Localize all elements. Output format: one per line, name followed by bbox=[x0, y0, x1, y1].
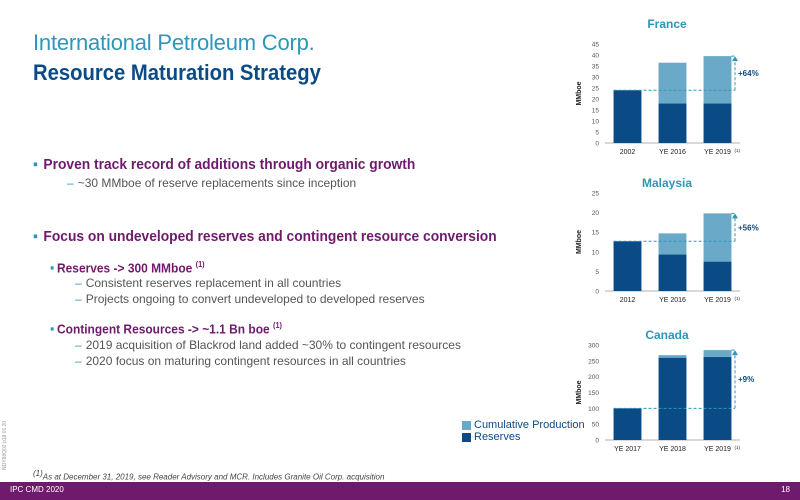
y-tick-label: 35 bbox=[592, 64, 600, 71]
bar-reserves bbox=[703, 357, 732, 440]
legend-swatch-cumulative bbox=[462, 420, 471, 430]
y-tick-label: 50 bbox=[592, 422, 600, 429]
bar-reserves bbox=[703, 261, 732, 291]
y-tick-label: 200 bbox=[588, 374, 599, 381]
y-tick-label: 5 bbox=[595, 269, 599, 276]
x-tick-label: YE 2016 bbox=[659, 297, 686, 304]
x-tick-label: 2002 bbox=[620, 149, 636, 156]
x-tick-label: YE 2018 bbox=[659, 446, 686, 453]
dash-marker: – bbox=[75, 338, 82, 352]
y-tick-label: 10 bbox=[592, 119, 600, 126]
bar-reserves bbox=[658, 357, 687, 440]
y-tick-label: 20 bbox=[592, 97, 600, 104]
legend-cumulative: Cumulative Production bbox=[462, 419, 585, 431]
bar-reserves bbox=[613, 408, 642, 440]
bullet-marker: ▪ bbox=[33, 228, 38, 245]
dash-marker: – bbox=[75, 292, 82, 306]
bar-reserves bbox=[703, 103, 732, 143]
sub-bullet-reserve-replacements: – ~30 MMboe of reserve replacements since… bbox=[67, 176, 357, 190]
sub-bullet-consistent-replacement: – Consistent reserves replacement in all … bbox=[75, 276, 342, 290]
y-tick-label: 0 bbox=[595, 141, 599, 148]
legend-reserves: Reserves bbox=[462, 431, 520, 443]
chart-title-france: France bbox=[647, 17, 687, 31]
bar-cumulative-production bbox=[703, 350, 732, 358]
y-tick-label: 0 bbox=[595, 289, 599, 296]
bar-cumulative-production bbox=[658, 62, 687, 104]
y-axis-label: MMboe bbox=[576, 81, 583, 105]
y-tick-label: 45 bbox=[592, 42, 600, 49]
x-tick-label: YE 2019 bbox=[704, 149, 731, 156]
charts-canvas: 0 5 10 15 20 25 30 35 40 45 MMboe 2002 YE 2016 YE 201… bbox=[576, 42, 759, 454]
growth-arrow-head bbox=[732, 213, 738, 219]
sub-bullet-blackrod: –2019 acquisition of Blackrod land added… bbox=[75, 338, 461, 352]
bar-reserves bbox=[658, 254, 687, 291]
growth-annotation: +64% bbox=[738, 69, 759, 78]
x-tick-sup: (1) bbox=[735, 296, 741, 301]
bullet-undeveloped-focus: ▪ Focus on undeveloped reserves and conti… bbox=[33, 228, 497, 245]
y-tick-label: 150 bbox=[588, 390, 599, 397]
bullet-marker: ▪ bbox=[50, 260, 55, 276]
side-reference: NDY88Q02 p18 01.20 bbox=[2, 420, 8, 470]
footer-bar bbox=[0, 482, 800, 500]
sub-bullet-projects-ongoing: – Projects ongoing to convert undeveloped… bbox=[75, 292, 425, 306]
bar-cumulative-production bbox=[658, 233, 687, 255]
x-tick-sup: (1) bbox=[735, 445, 741, 450]
legend-swatch-reserves bbox=[462, 432, 471, 442]
x-tick-label: YE 2019 bbox=[704, 446, 731, 453]
x-tick-label: YE 2017 bbox=[614, 446, 641, 453]
growth-arrow-head bbox=[732, 350, 738, 356]
y-tick-label: 15 bbox=[592, 108, 600, 115]
y-tick-label: 25 bbox=[592, 191, 600, 198]
y-tick-label: 5 bbox=[595, 130, 599, 137]
bar-cumulative-production bbox=[703, 213, 732, 262]
y-tick-label: 40 bbox=[592, 53, 600, 60]
footnote: (1)As at December 31, 2019, see Reader A… bbox=[33, 469, 385, 482]
y-tick-label: 250 bbox=[588, 358, 599, 365]
growth-annotation: +56% bbox=[738, 223, 759, 232]
growth-arrow-head bbox=[732, 56, 738, 62]
y-tick-label: 0 bbox=[595, 438, 599, 445]
x-tick-label: 2012 bbox=[620, 297, 636, 304]
y-axis-label: MMboe bbox=[576, 380, 583, 404]
page-title: Resource Maturation Strategy bbox=[33, 60, 321, 85]
bar-cumulative-production bbox=[658, 355, 687, 358]
bullet-marker: ▪ bbox=[50, 321, 55, 337]
bar-reserves bbox=[658, 103, 687, 143]
bar-reserves bbox=[613, 90, 642, 143]
x-tick-label: YE 2016 bbox=[659, 149, 686, 156]
x-tick-label: YE 2019 bbox=[704, 297, 731, 304]
bullet-contingent-resources: ▪ Contingent Resources -> ~1.1 Bn boe (1) bbox=[50, 321, 282, 337]
y-tick-label: 25 bbox=[592, 86, 600, 93]
y-tick-label: 15 bbox=[592, 230, 600, 237]
bullet-organic-growth: ▪ Proven track record of additions throug… bbox=[33, 156, 416, 173]
growth-annotation: +9% bbox=[738, 375, 754, 384]
dash-marker: – bbox=[67, 176, 74, 190]
bullet-marker: ▪ bbox=[33, 156, 38, 173]
page-number: 18 bbox=[781, 485, 790, 494]
y-tick-label: 30 bbox=[592, 75, 600, 82]
y-tick-label: 10 bbox=[592, 249, 600, 256]
company-name: International Petroleum Corp. bbox=[33, 30, 315, 55]
chart-title-malaysia: Malaysia bbox=[641, 176, 693, 190]
dash-marker: – bbox=[75, 354, 82, 368]
y-axis-label: MMboe bbox=[576, 230, 583, 254]
bar-reserves bbox=[613, 241, 642, 291]
sub-bullet-2020-focus: –2020 focus on maturing contingent resou… bbox=[75, 354, 406, 368]
bar-cumulative-production bbox=[703, 56, 732, 104]
bullet-reserves: ▪ Reserves -> 300 MMboe (1) bbox=[50, 260, 205, 276]
footer-label: IPC CMD 2020 bbox=[10, 485, 64, 494]
x-tick-sup: (1) bbox=[735, 148, 741, 153]
dash-marker: – bbox=[75, 276, 82, 290]
y-tick-label: 300 bbox=[588, 343, 599, 350]
chart-title-canada: Canada bbox=[645, 328, 689, 342]
y-tick-label: 100 bbox=[588, 406, 599, 413]
y-tick-label: 20 bbox=[592, 210, 600, 217]
